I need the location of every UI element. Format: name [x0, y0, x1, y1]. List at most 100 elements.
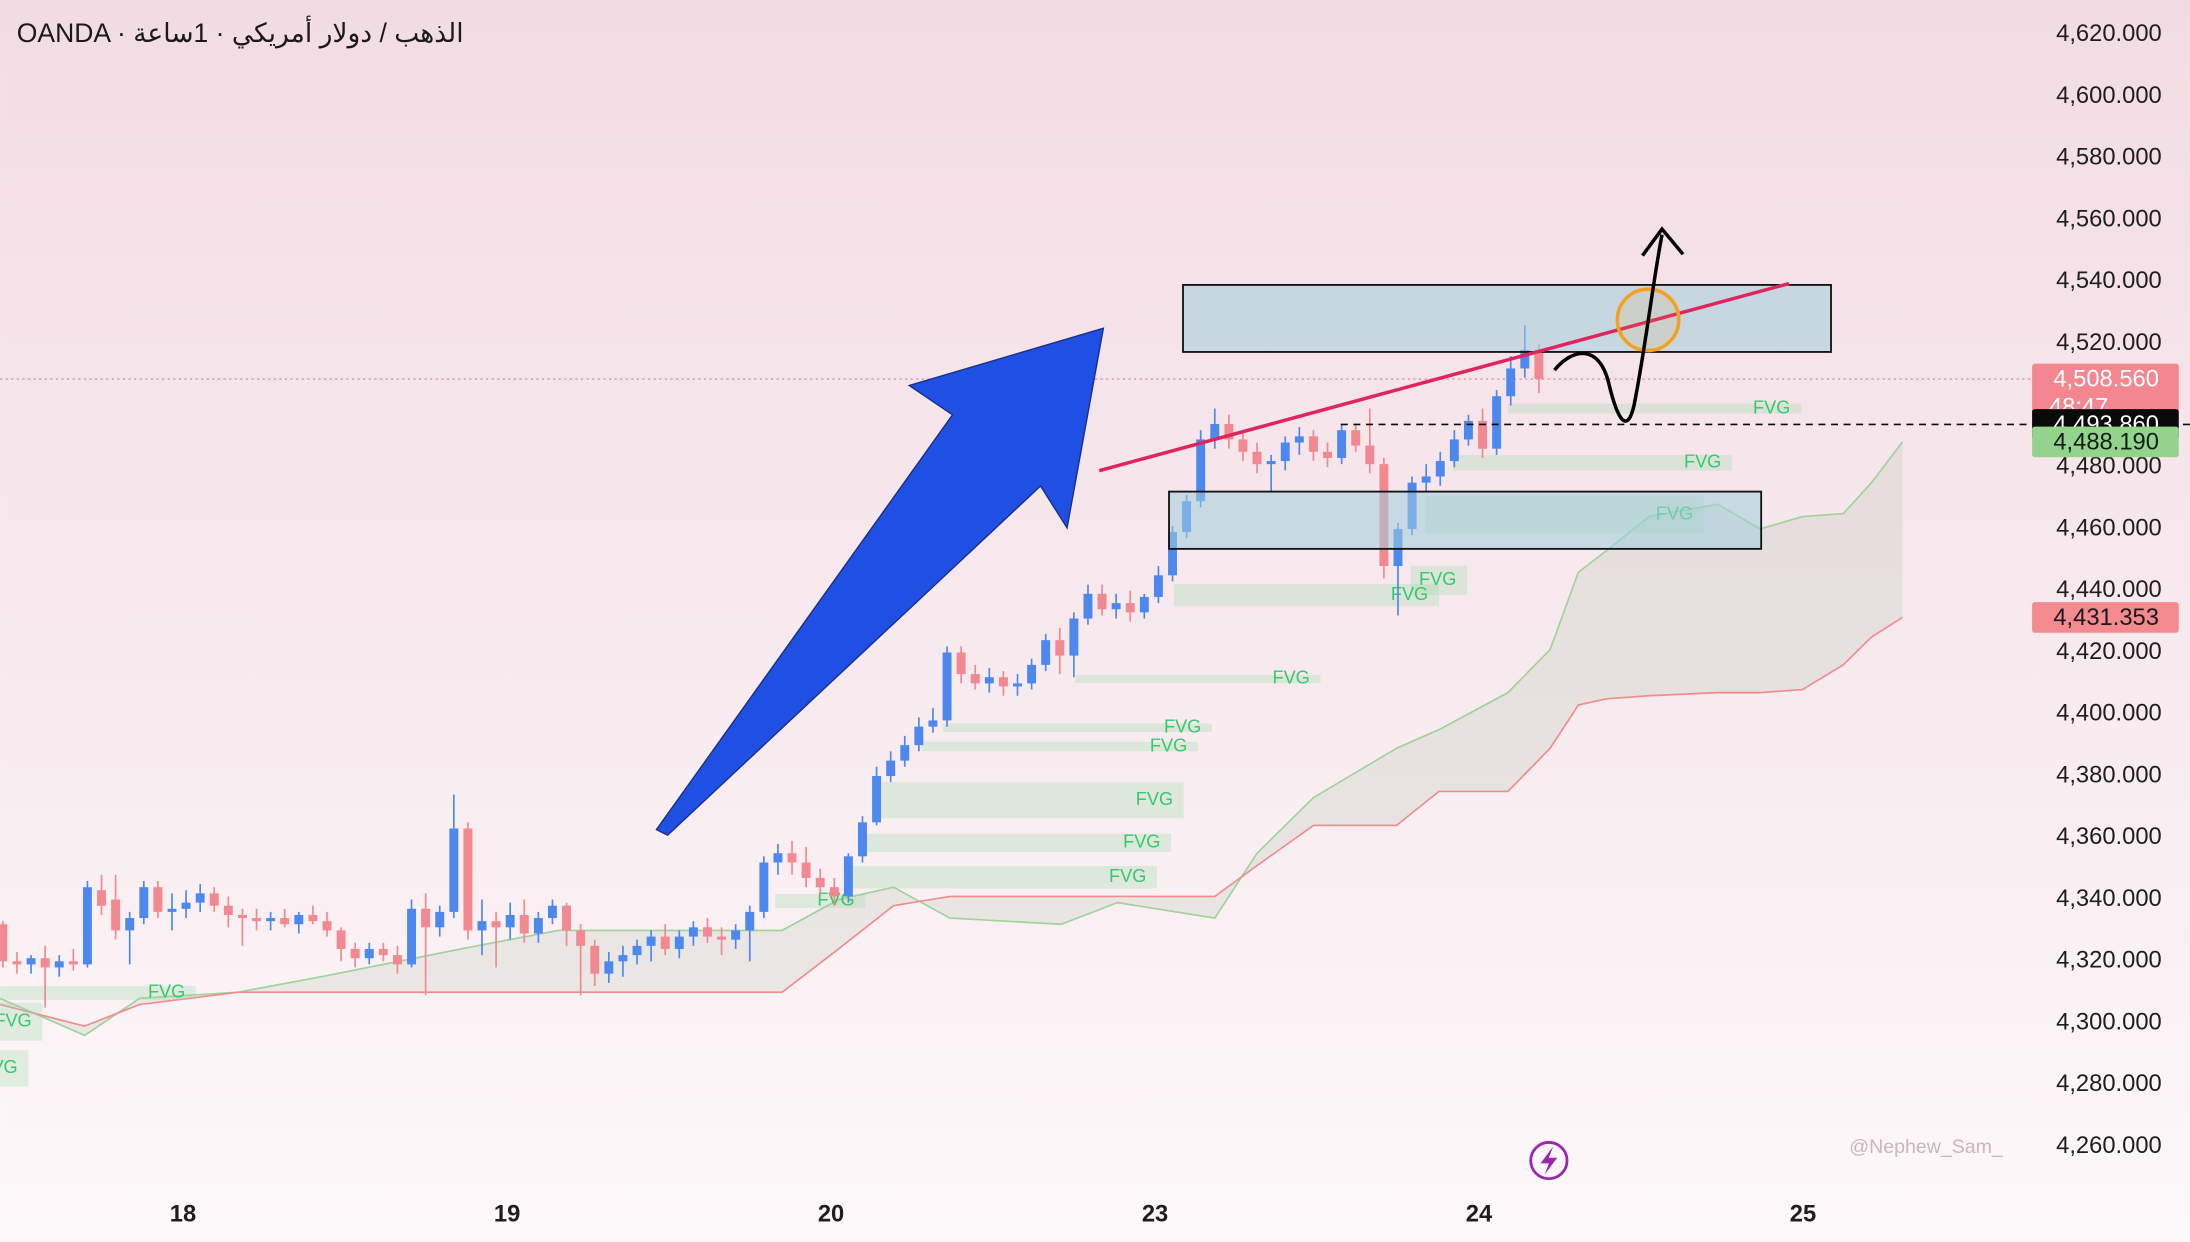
candle-body	[829, 887, 839, 897]
candle-body	[449, 828, 459, 912]
candle-body	[1125, 603, 1135, 613]
fvg-zone	[921, 741, 1198, 752]
candle-body	[322, 921, 332, 931]
candle-body	[1111, 603, 1121, 610]
candle-body	[773, 853, 783, 863]
candle-body	[590, 945, 600, 974]
candle-body	[533, 918, 543, 934]
fvg-zone	[859, 833, 1172, 852]
candle-body	[181, 902, 191, 909]
price-label: 4,488.190	[2053, 430, 2159, 456]
candle-body	[1351, 430, 1361, 446]
candle-body	[703, 927, 712, 937]
candle-body	[280, 918, 290, 925]
candle-body	[1097, 593, 1107, 610]
candle-body	[1421, 476, 1431, 483]
candle-body	[956, 652, 966, 675]
candle-body	[872, 776, 882, 823]
candle-body	[252, 918, 262, 922]
candle-body	[547, 905, 557, 919]
y-tick-label: 4,480.000	[2056, 453, 2162, 479]
price-label-box	[2032, 426, 2179, 458]
fvg-label: FVG	[1419, 569, 1456, 589]
trend-arrow	[655, 327, 1105, 837]
candle-body	[1168, 532, 1177, 576]
candle-body	[1506, 368, 1516, 397]
candle-body	[1041, 640, 1051, 665]
candle-body	[1196, 439, 1206, 502]
candle-body	[407, 908, 417, 965]
y-tick-label: 4,560.000	[2056, 206, 2162, 232]
price-label: 4,508.560	[2053, 367, 2159, 393]
y-tick-label: 4,300.000	[2056, 1009, 2162, 1035]
fvg-zone	[872, 782, 1184, 819]
candle-body	[1266, 461, 1276, 465]
candle-body	[1308, 436, 1318, 452]
candle-body	[125, 918, 135, 931]
x-tick-label: 18	[170, 1201, 196, 1227]
candle-body	[1478, 420, 1488, 449]
candle-body	[223, 905, 233, 915]
fvg-zone	[942, 723, 1212, 732]
candle-body	[688, 927, 698, 937]
y-tick-label: 4,460.000	[2056, 515, 2162, 541]
candle-body	[1323, 451, 1332, 458]
candle-body	[576, 930, 586, 946]
fvg-label: FVG	[1684, 452, 1721, 472]
x-tick-label: 19	[494, 1201, 520, 1227]
fvg-zone	[1507, 403, 1802, 414]
candle-body	[40, 958, 50, 968]
candle-body	[1069, 618, 1079, 656]
candle-body	[618, 955, 628, 962]
flash-circle	[1529, 1141, 1569, 1181]
projection-arrowhead	[1641, 226, 1685, 257]
x-tick-label: 24	[1466, 1201, 1493, 1227]
resistance-zone	[1182, 283, 1832, 353]
candle-body	[364, 948, 374, 959]
candle-body	[998, 677, 1008, 687]
flash-icon[interactable]	[1529, 1141, 1569, 1181]
candle-body	[562, 905, 572, 931]
candle-body	[54, 961, 64, 968]
candle-body	[1463, 420, 1473, 440]
candle-body	[378, 948, 388, 956]
candle-body	[237, 914, 247, 919]
candle-body	[1210, 423, 1220, 440]
fvg-label: FVG	[1136, 789, 1173, 809]
y-tick-label: 4,400.000	[2056, 701, 2162, 727]
candle-body	[308, 914, 318, 922]
y-tick-label: 4,620.000	[2056, 21, 2162, 47]
candle-body	[914, 726, 924, 746]
price-label: 4,431.353	[2053, 605, 2159, 631]
candle-body	[1224, 423, 1234, 440]
candle-body	[942, 652, 952, 721]
fvg-zone	[0, 1002, 43, 1041]
candle-body	[1153, 575, 1163, 597]
candle-body	[1238, 439, 1248, 452]
candle-body	[68, 961, 78, 965]
candle-body	[858, 822, 867, 857]
fvg-label: FVG	[1273, 668, 1310, 688]
y-tick-label: 4,420.000	[2056, 639, 2162, 665]
fvg-label: FVG	[1109, 866, 1146, 886]
candle-body	[1280, 442, 1290, 462]
candle-body	[0, 924, 8, 962]
candle-body	[843, 856, 853, 897]
candle-body	[1365, 445, 1375, 465]
support-zone	[1168, 490, 1763, 550]
candle-body	[209, 893, 219, 906]
candle-body	[970, 674, 980, 684]
chart-title: OANDA · الذهب / دولار أمريكي · 1ساعة	[17, 15, 464, 49]
candle-body	[646, 936, 656, 946]
candle-body	[1294, 436, 1304, 443]
candle-body	[900, 745, 910, 761]
fvg-zone	[845, 865, 1158, 889]
y-tick-label: 4,600.000	[2056, 83, 2162, 109]
y-tick-label: 4,440.000	[2056, 577, 2162, 603]
y-tick-label: 4,340.000	[2056, 886, 2162, 912]
candle-body	[1027, 664, 1037, 684]
candle-body	[350, 948, 360, 959]
y-tick-label: 4,320.000	[2056, 948, 2162, 974]
